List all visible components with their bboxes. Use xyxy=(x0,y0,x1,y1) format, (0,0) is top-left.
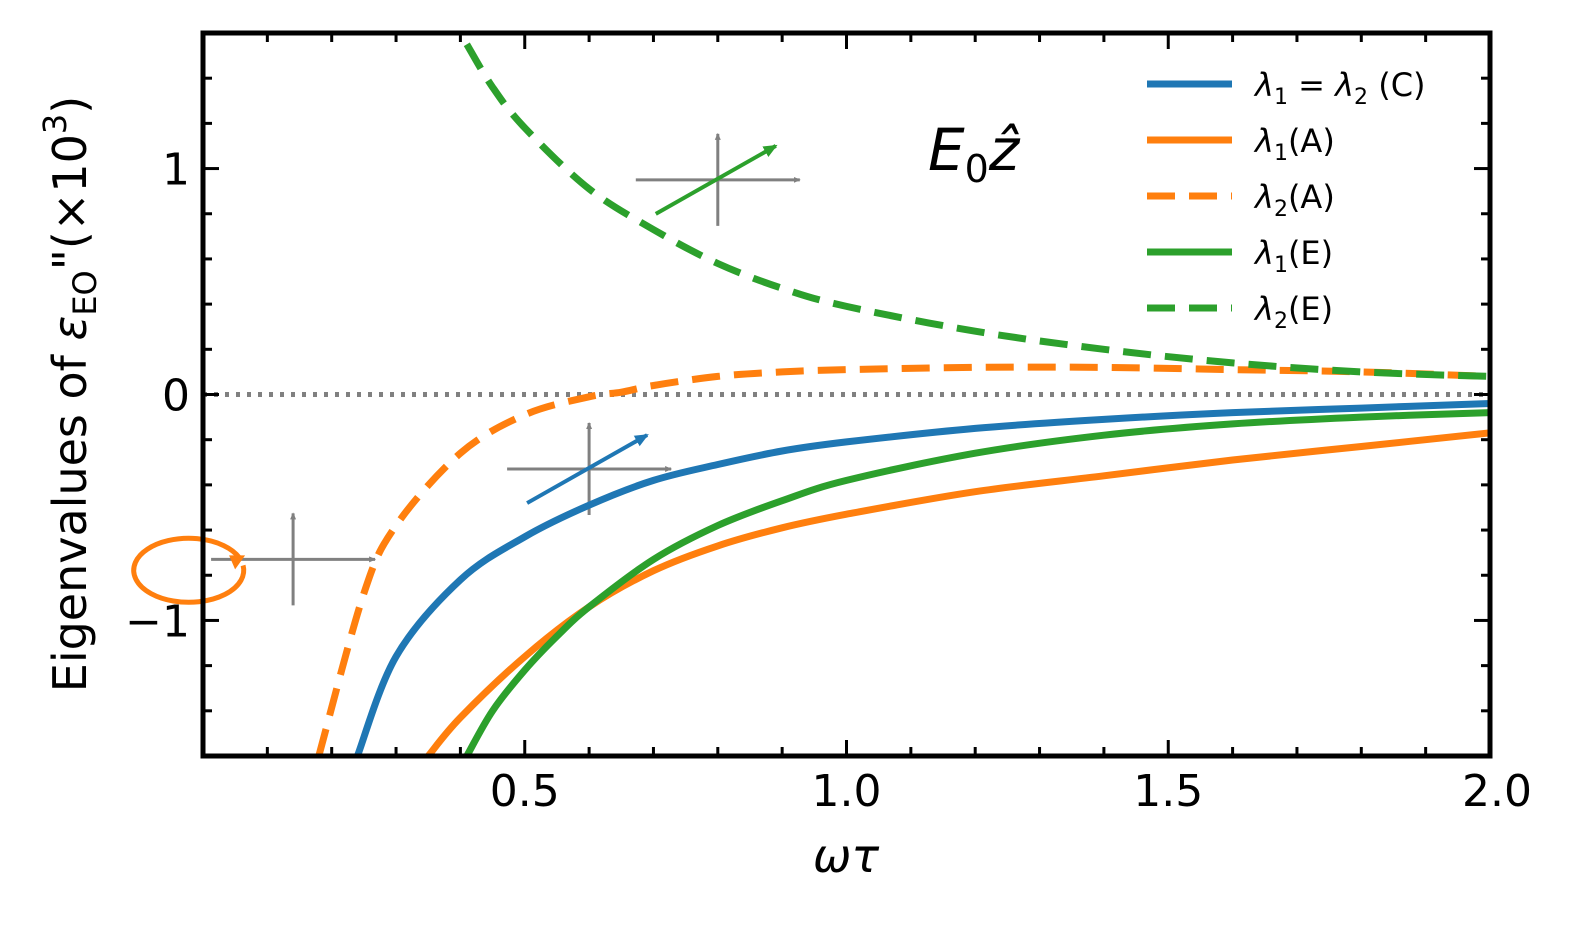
circular-polarization-inset xyxy=(131,512,377,606)
series-layer xyxy=(315,42,1490,756)
y-axis-label-post: "(×10 xyxy=(43,134,97,270)
legend-label: λ1(E) xyxy=(1253,234,1333,278)
series-line--2-a- xyxy=(315,363,1490,756)
legend-entry: λ1(E) xyxy=(1147,234,1333,278)
legend-label: λ2(E) xyxy=(1253,290,1333,334)
series-line--2-e- xyxy=(463,42,1490,380)
field-annotation-e: E xyxy=(928,116,965,184)
series-line--1-e- xyxy=(463,409,1490,756)
y-axis-label: Eigenvalues of εEO"(×103) xyxy=(36,96,104,692)
y-axis-label-sub: EO xyxy=(66,270,104,315)
inset-circular-path xyxy=(131,535,247,605)
y-axis-label-sym: ε xyxy=(43,316,97,341)
legend-entry: λ1(A) xyxy=(1147,122,1335,166)
field-annotation-vec: ẑ xyxy=(988,116,1021,184)
legend-label: λ2(A) xyxy=(1253,178,1335,222)
legend-entry: λ1 = λ2 (C) xyxy=(1147,66,1426,110)
y-axis-label-sup: 3 xyxy=(36,114,74,134)
x-axis-label: ωτ xyxy=(813,829,880,883)
series-line--1-a- xyxy=(425,429,1490,756)
x-tick-labels: 0.5 1.0 1.5 2.0 xyxy=(490,766,1532,817)
y-axis-label-end: ) xyxy=(43,96,97,114)
field-annotation-sub: 0 xyxy=(965,147,989,191)
y-tick-label: −1 xyxy=(125,596,190,647)
legend-entry: λ2(A) xyxy=(1147,178,1335,222)
y-axis-label-pre: Eigenvalues of xyxy=(43,341,97,693)
inset-linear-arrow xyxy=(654,144,778,216)
inset-circular-arrowhead xyxy=(229,555,246,570)
x-tick-label: 2.0 xyxy=(1462,766,1532,817)
x-tick-label: 0.5 xyxy=(490,766,560,817)
y-tick-label: 1 xyxy=(162,145,190,196)
x-tick-label: 1.0 xyxy=(812,766,882,817)
legend-entry: λ2(E) xyxy=(1147,290,1333,334)
linear-polarization-inset-blue xyxy=(507,422,673,516)
x-tick-label: 1.5 xyxy=(1133,766,1203,817)
polarization-insets xyxy=(131,132,801,606)
plot-frame xyxy=(200,30,1493,759)
legend-label: λ1(A) xyxy=(1253,122,1335,166)
legend: λ1 = λ2 (C) λ1(A) λ2(A) λ1(E) λ2(E) xyxy=(1147,66,1426,334)
inset-linear-arrow xyxy=(526,433,649,505)
field-annotation: E0ẑ xyxy=(928,116,1021,191)
y-tick-labels: −1 0 1 xyxy=(125,145,190,648)
series-line--1-2-c- xyxy=(354,400,1490,756)
y-tick-label: 0 xyxy=(162,371,190,422)
legend-label: λ1 = λ2 (C) xyxy=(1253,66,1426,110)
linear-polarization-inset-green xyxy=(635,132,801,226)
